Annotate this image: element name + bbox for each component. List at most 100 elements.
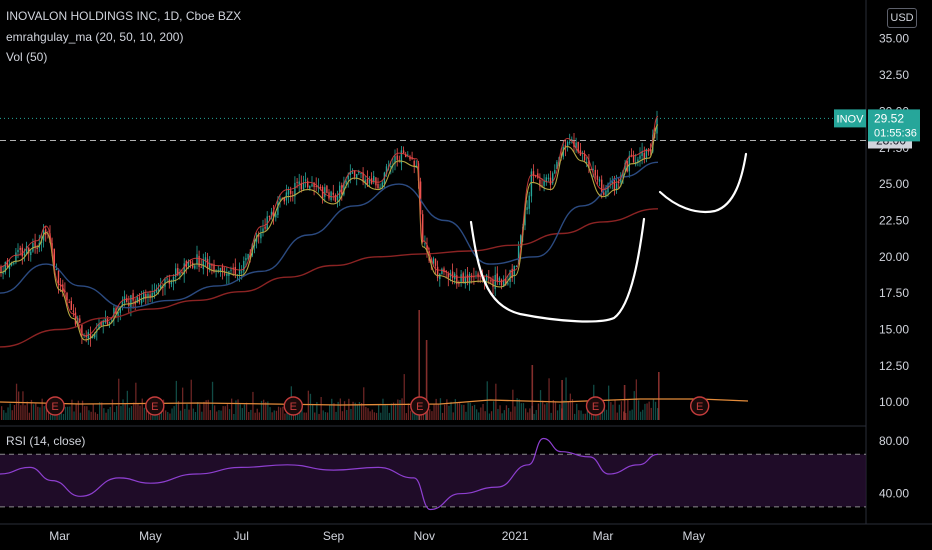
candle-body (447, 274, 449, 278)
ma-10-line (0, 115, 659, 337)
earnings-marker[interactable]: E (283, 396, 303, 416)
volume-bar (473, 404, 476, 420)
ma-200-line (0, 208, 659, 348)
volume-bar (194, 412, 197, 420)
volume-bar (143, 407, 145, 420)
volume-bar (450, 401, 452, 420)
volume-bar (525, 408, 527, 420)
volume-bar (350, 409, 352, 420)
volume-bar (390, 403, 393, 420)
volume-bar (205, 400, 207, 420)
volume-bar (69, 406, 71, 420)
candle-body (588, 160, 590, 169)
price-tick-label: 22.50 (879, 213, 909, 227)
volume-bar (456, 403, 459, 420)
volume-bar (47, 410, 50, 420)
earnings-marker[interactable]: E (690, 396, 710, 416)
candle-body (68, 301, 70, 303)
volume-bar (282, 406, 284, 420)
last-price-tag[interactable]: INOV 29.52 01:55:36 (834, 109, 920, 142)
volume-bar (92, 404, 94, 420)
candle-body (456, 275, 458, 285)
volume-bar (437, 403, 439, 420)
volume-bar (277, 406, 280, 420)
candle-body (130, 295, 132, 308)
volume-bar (32, 404, 35, 420)
candle-body (564, 145, 567, 148)
earnings-marker[interactable]: E (45, 396, 65, 416)
candle-body (339, 185, 341, 198)
volume-bar (182, 387, 184, 420)
candle-body (96, 331, 98, 333)
candle-body (217, 270, 219, 272)
candle-body (615, 183, 618, 189)
volume-bar (535, 410, 537, 420)
volume-bar (37, 406, 39, 420)
earnings-marker[interactable]: E (145, 396, 165, 416)
volume-bar (446, 399, 448, 420)
candle-body (586, 161, 588, 163)
volume-bar (214, 405, 216, 420)
rsi-legend[interactable]: RSI (14, close) (6, 434, 86, 448)
candle-body (530, 171, 533, 197)
candle-body (571, 139, 573, 141)
candle-body (515, 266, 518, 267)
volume-bar (314, 412, 316, 420)
candle-body (108, 321, 111, 323)
volume-bar (493, 401, 495, 420)
volume-bar (537, 403, 540, 420)
candle-body (439, 273, 441, 280)
candle-body (290, 190, 292, 194)
volume-bar (425, 340, 428, 420)
volume-bar (644, 403, 646, 420)
candle-body (390, 166, 392, 168)
currency-button[interactable]: USD (887, 8, 917, 28)
candle-body (532, 171, 535, 176)
candle-body (496, 273, 498, 281)
volume-bar (378, 404, 380, 420)
candle-body (368, 179, 371, 184)
earnings-marker[interactable]: E (410, 396, 430, 416)
symbol-tag-label: INOV (837, 113, 865, 125)
volume-bar (335, 411, 337, 420)
volume-bar (623, 385, 626, 420)
earnings-marker[interactable]: E (585, 396, 606, 416)
ma-indicator-legend[interactable]: emrahgulay_ma (20, 50, 10, 200) (6, 30, 184, 44)
countdown-label: 01:55:36 (874, 127, 917, 139)
candle-body (175, 268, 177, 277)
candle-body (451, 271, 454, 279)
volume-bar (258, 412, 260, 420)
price-tag-value: 29.52 (874, 111, 904, 125)
candle-body (639, 155, 641, 159)
candle-body (336, 196, 339, 201)
volume-bar (499, 405, 501, 420)
cup-drawing[interactable] (469, 217, 646, 323)
candle-body (28, 247, 30, 254)
candle-body (260, 233, 262, 239)
volume-bar (533, 413, 535, 420)
candle-body (198, 255, 200, 267)
candle-body (100, 322, 102, 326)
handle-drawing[interactable] (658, 152, 748, 214)
candle-body (505, 278, 507, 285)
volume-bar (410, 410, 412, 420)
candle-body (219, 267, 222, 272)
candle-body (221, 266, 224, 272)
volume-bar (173, 406, 175, 420)
volume-bar (186, 404, 188, 420)
volume-bar (629, 410, 631, 420)
volume-bar (412, 412, 414, 420)
volume-bar (237, 399, 239, 420)
volume-bar (175, 380, 177, 420)
earnings-marker-label: E (416, 401, 423, 413)
volume-bar (620, 401, 623, 420)
earnings-marker-circle (585, 396, 606, 416)
candle-body (85, 336, 87, 337)
volume-bar (88, 410, 90, 420)
volume-bar (109, 407, 111, 420)
volume-bar (316, 402, 318, 420)
volume-legend[interactable]: Vol (50) (6, 50, 48, 64)
time-tick-label: Mar (593, 529, 614, 543)
volume-bar (301, 404, 303, 420)
